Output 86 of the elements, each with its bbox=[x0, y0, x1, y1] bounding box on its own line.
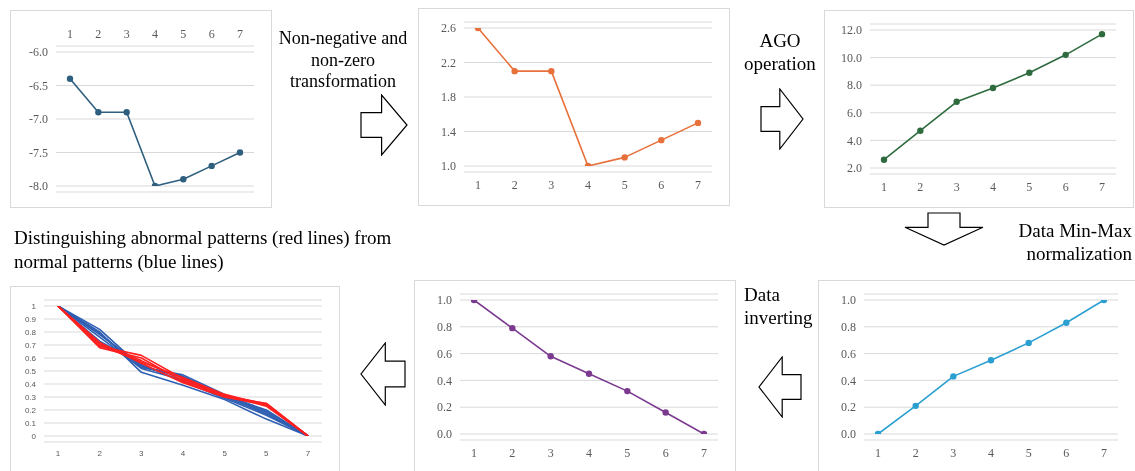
x-tick-label: 4 bbox=[586, 445, 592, 460]
y-tick-label: 1.0 bbox=[841, 293, 856, 308]
y-tick-label: 1.8 bbox=[441, 90, 456, 105]
x-tick-label: 7 bbox=[701, 445, 707, 460]
y-tick-label: 0.2 bbox=[437, 400, 452, 415]
y-tick-label: -8.0 bbox=[29, 179, 48, 194]
y-tick-label: 0.6 bbox=[437, 346, 452, 361]
y-tick-label: 0.6 bbox=[841, 346, 856, 361]
y-tick-label: 0.8 bbox=[24, 327, 37, 337]
y-tick-label: 0.8 bbox=[437, 320, 452, 335]
y-tick-label: -6.5 bbox=[29, 78, 48, 93]
y-tick-label: 6.0 bbox=[847, 106, 862, 121]
y-tick-label: 2.2 bbox=[441, 55, 456, 70]
text: Data inverting bbox=[744, 284, 814, 330]
x-tick-label: 2 bbox=[511, 177, 518, 192]
x-tick-label: 1 bbox=[881, 179, 887, 194]
x-tick-label: 5 bbox=[621, 177, 628, 192]
x-tick-label: 2 bbox=[509, 445, 516, 460]
x-tick-label: 3 bbox=[950, 445, 957, 460]
x-tick-label: 6 bbox=[1063, 445, 1070, 460]
x-tick-label: 1 bbox=[55, 448, 61, 458]
text: Non-negative and non-zero transformation bbox=[277, 28, 409, 93]
x-tick-label: 7 bbox=[1099, 179, 1105, 194]
y-tick-label: 0.0 bbox=[437, 427, 452, 442]
x-tick-label: 2 bbox=[912, 445, 919, 460]
y-tick-label: 2.6 bbox=[441, 21, 456, 36]
text: Data Min-Max normalization bbox=[1017, 220, 1132, 266]
y-tick-label: 1.4 bbox=[441, 124, 456, 139]
y-tick-label: 12.0 bbox=[841, 23, 862, 38]
x-tick-label: 5 bbox=[180, 27, 187, 41]
x-tick-label: 6 bbox=[662, 445, 669, 460]
x-tick-label: 3 bbox=[548, 177, 555, 192]
x-tick-label: 2 bbox=[95, 27, 102, 41]
y-tick-label: 0.2 bbox=[24, 405, 37, 415]
y-tick-label: -6.0 bbox=[29, 45, 48, 60]
x-tick-label: 5 bbox=[1026, 179, 1033, 194]
y-tick-label: 1.0 bbox=[441, 159, 456, 174]
x-tick-label: 6 bbox=[208, 27, 215, 41]
x-tick-label: 1 bbox=[875, 445, 881, 460]
y-tick-label: 0.4 bbox=[841, 373, 856, 388]
y-tick-label: 0 bbox=[31, 431, 37, 441]
y-tick-label: 8.0 bbox=[847, 78, 862, 93]
y-tick-label: 1 bbox=[31, 301, 37, 311]
x-tick-label: 7 bbox=[305, 448, 311, 458]
x-tick-label: 3 bbox=[139, 448, 145, 458]
y-tick-label: 4.0 bbox=[847, 133, 862, 148]
x-tick-label: 1 bbox=[471, 445, 477, 460]
y-tick-label: -7.5 bbox=[29, 145, 48, 160]
y-tick-label: 0.8 bbox=[841, 320, 856, 335]
x-tick-label: 3 bbox=[953, 179, 960, 194]
y-tick-label: 0.0 bbox=[841, 427, 856, 442]
x-tick-label: 4 bbox=[152, 27, 158, 41]
text: AGO operation bbox=[743, 30, 817, 76]
x-tick-label: 4 bbox=[990, 179, 996, 194]
x-tick-label: 1 bbox=[475, 177, 481, 192]
x-tick-label: 6 bbox=[658, 177, 665, 192]
x-tick-label: 4 bbox=[585, 177, 591, 192]
y-tick-label: 2.0 bbox=[847, 161, 862, 176]
y-tick-label: 0.4 bbox=[437, 373, 452, 388]
y-tick-label: 0.4 bbox=[24, 379, 37, 389]
y-tick-label: 0.1 bbox=[24, 418, 37, 428]
y-tick-label: 0.7 bbox=[24, 340, 37, 350]
y-tick-label: 0.6 bbox=[24, 353, 37, 363]
x-tick-label: 3 bbox=[547, 445, 554, 460]
x-tick-label: 5 bbox=[624, 445, 631, 460]
y-tick-label: 0.3 bbox=[24, 392, 37, 402]
x-tick-label: 7 bbox=[237, 27, 243, 41]
x-tick-label: 1 bbox=[67, 27, 73, 41]
x-tick-label: 2 bbox=[917, 179, 924, 194]
x-tick-label: 5 bbox=[222, 448, 228, 458]
y-tick-label: 1.0 bbox=[437, 293, 452, 308]
chart-title: Distinguishing abnormal patterns (red lines) from normal patterns (blue lines) bbox=[14, 226, 393, 274]
x-tick-label: 4 bbox=[180, 448, 186, 458]
x-tick-label: 6 bbox=[1062, 179, 1069, 194]
y-tick-label: 0.9 bbox=[24, 314, 37, 324]
x-tick-label: 7 bbox=[695, 177, 701, 192]
y-tick-label: 0.2 bbox=[841, 400, 856, 415]
y-tick-label: 10.0 bbox=[841, 50, 862, 65]
x-tick-label: 7 bbox=[1101, 445, 1107, 460]
x-tick-label: 2 bbox=[97, 448, 103, 458]
y-tick-label: 0.5 bbox=[24, 366, 37, 376]
x-tick-label: 5 bbox=[1025, 445, 1032, 460]
x-tick-label: 3 bbox=[123, 27, 130, 41]
y-tick-label: -7.0 bbox=[29, 112, 48, 127]
x-tick-label: 5 bbox=[264, 448, 270, 458]
x-tick-label: 4 bbox=[988, 445, 994, 460]
